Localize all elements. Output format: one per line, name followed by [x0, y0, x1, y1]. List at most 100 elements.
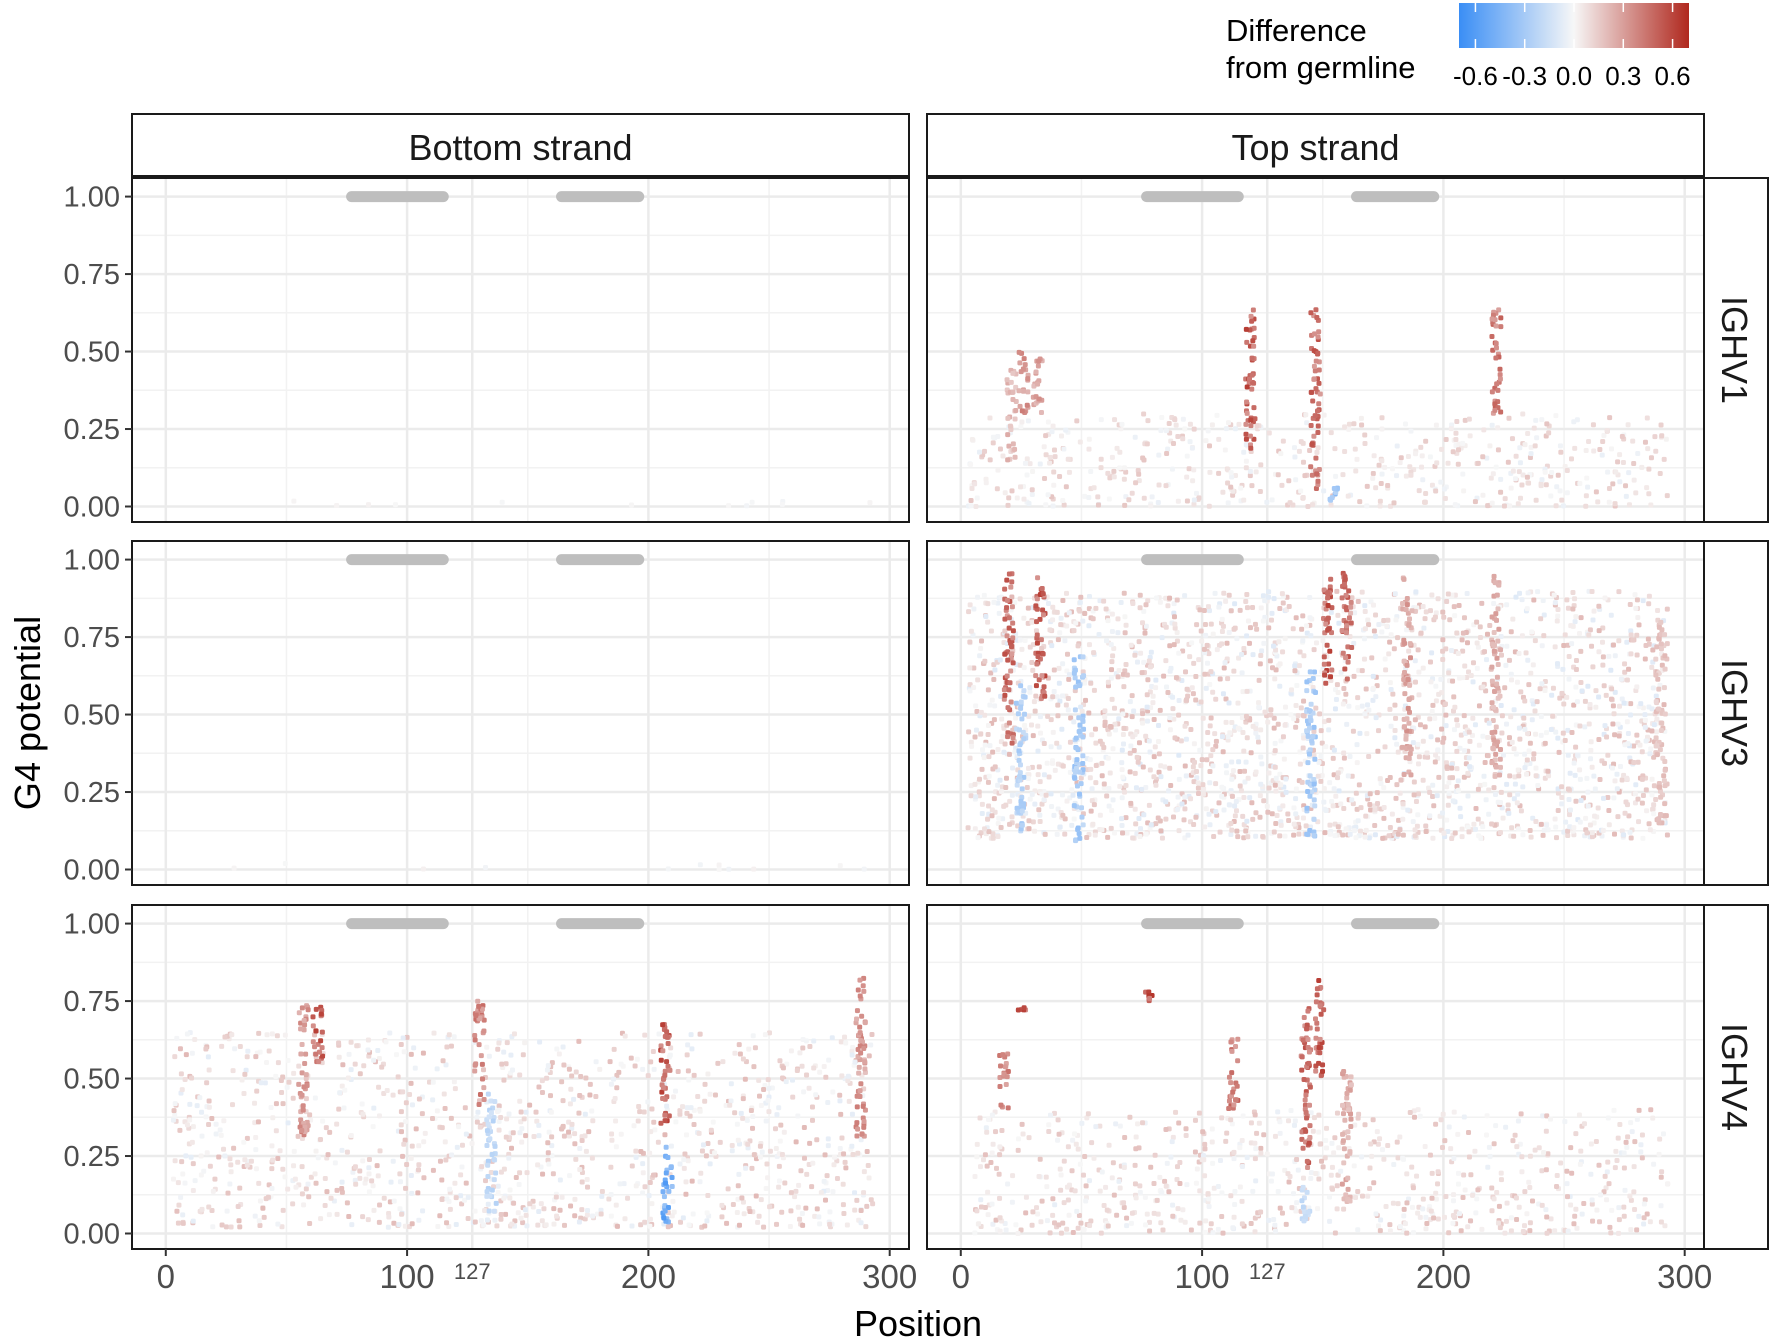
- data-point: [308, 1174, 314, 1180]
- data-point: [1200, 715, 1206, 721]
- data-point: [1223, 696, 1229, 702]
- data-point: [609, 1131, 615, 1137]
- data-point: [811, 1038, 817, 1044]
- data-point: [1112, 721, 1118, 727]
- data-point: [1273, 820, 1279, 826]
- data-point: [1075, 643, 1081, 649]
- data-point: [1091, 687, 1097, 693]
- data-point: [1329, 798, 1335, 804]
- data-point: [447, 1186, 453, 1192]
- data-point: [295, 1133, 301, 1139]
- data-point: [1204, 757, 1210, 763]
- hotspot-point: [1657, 747, 1663, 753]
- data-point: [1524, 474, 1530, 480]
- data-point: [1419, 464, 1425, 470]
- data-point: [1141, 495, 1147, 501]
- data-point: [1417, 722, 1423, 728]
- data-point: [613, 1144, 619, 1150]
- data-point: [498, 1216, 504, 1222]
- data-point: [1156, 769, 1162, 775]
- data-point: [1137, 592, 1143, 598]
- data-point: [260, 1205, 266, 1211]
- hotspot-point: [1243, 436, 1249, 442]
- data-point: [803, 1038, 809, 1044]
- hotspot-point: [1402, 691, 1408, 697]
- data-point: [1021, 496, 1027, 502]
- data-point: [584, 1212, 590, 1218]
- data-point: [1622, 669, 1628, 675]
- data-point: [1014, 495, 1020, 501]
- data-point: [1582, 724, 1588, 730]
- data-point: [1645, 734, 1651, 740]
- data-point: [1170, 694, 1176, 700]
- hotspot-point: [1658, 794, 1664, 800]
- data-point: [1462, 417, 1468, 423]
- data-point: [1460, 630, 1466, 636]
- hotspot-point: [664, 1059, 670, 1065]
- data-point: [253, 1166, 259, 1172]
- data-point: [1432, 614, 1438, 620]
- hotspot-point: [316, 1059, 322, 1065]
- data-point: [1639, 800, 1645, 806]
- data-point: [707, 1161, 713, 1167]
- data-point: [1106, 785, 1112, 791]
- data-point: [974, 709, 980, 715]
- hotspot-point: [1018, 683, 1024, 689]
- data-point: [545, 1150, 551, 1156]
- data-point: [549, 1134, 555, 1140]
- points: [965, 307, 1670, 509]
- hotspot-point: [1019, 794, 1025, 800]
- data-point: [1440, 657, 1446, 663]
- data-point: [1233, 473, 1239, 479]
- data-point: [586, 1129, 592, 1135]
- data-point: [400, 1089, 406, 1095]
- data-point: [537, 1039, 543, 1045]
- data-point: [1486, 720, 1492, 726]
- data-point: [1527, 828, 1533, 834]
- data-point: [986, 754, 992, 760]
- hotspot-point: [860, 983, 866, 989]
- data-point: [1375, 801, 1381, 807]
- data-point: [1000, 733, 1006, 739]
- data-point: [990, 831, 996, 837]
- data-point: [430, 1167, 436, 1173]
- data-point: [1144, 692, 1150, 698]
- data-point: [1092, 726, 1098, 732]
- data-point: [796, 1182, 802, 1188]
- data-point: [982, 658, 988, 664]
- data-point: [841, 1151, 847, 1157]
- hotspot-point: [1321, 587, 1327, 593]
- data-point: [1612, 689, 1618, 695]
- data-point: [1606, 807, 1612, 813]
- hotspot-point: [1244, 339, 1250, 345]
- panel-ighv3-top: [926, 540, 1705, 886]
- data-point: [1017, 637, 1023, 643]
- data-point: [451, 1034, 457, 1040]
- data-point: [982, 448, 988, 454]
- data-point: [174, 1208, 180, 1214]
- data-point: [1208, 715, 1214, 721]
- data-point: [1617, 479, 1623, 485]
- data-point: [1025, 775, 1031, 781]
- data-point: [1439, 446, 1445, 452]
- data-point: [1163, 624, 1169, 630]
- hotspot-point: [1308, 717, 1314, 723]
- data-point: [1482, 759, 1488, 765]
- hotspot-point: [1025, 376, 1031, 382]
- data-point: [1516, 469, 1522, 475]
- data-point: [1230, 488, 1236, 494]
- data-point: [1328, 678, 1334, 684]
- data-point: [1171, 716, 1177, 722]
- data-point: [399, 1211, 405, 1217]
- data-point: [209, 1116, 215, 1122]
- data-point: [1220, 691, 1226, 697]
- data-point: [1480, 684, 1486, 690]
- data-point: [1265, 719, 1271, 725]
- hotspot-point: [301, 1017, 307, 1023]
- data-point: [1587, 701, 1593, 707]
- data-point: [1117, 465, 1123, 471]
- data-point: [1056, 665, 1062, 671]
- data-point: [1605, 795, 1611, 801]
- data-point: [1191, 779, 1197, 785]
- data-point: [1606, 485, 1612, 491]
